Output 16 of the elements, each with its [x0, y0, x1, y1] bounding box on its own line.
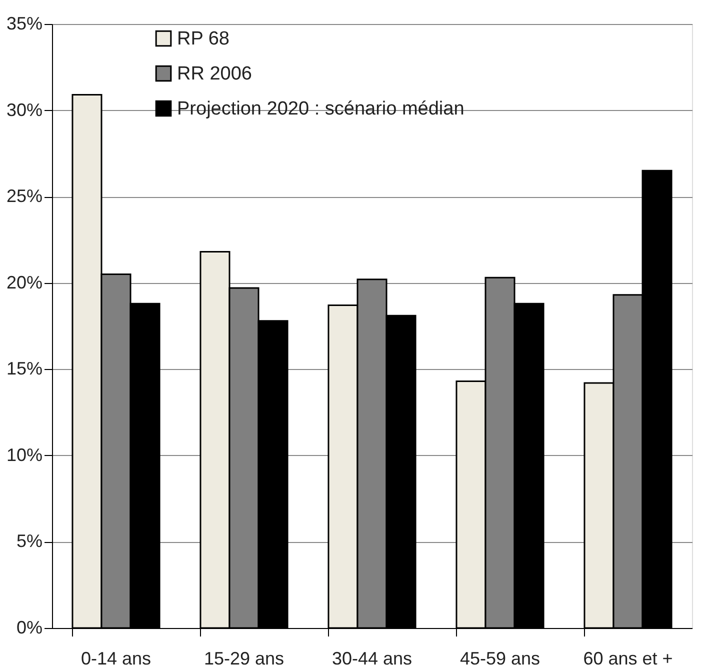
y-tick-label: 0% — [16, 618, 42, 638]
x-tick-label: 0-14 ans — [80, 648, 152, 668]
y-tick-label: 25% — [6, 186, 42, 206]
y-tick-label: 10% — [6, 444, 42, 465]
y-tick-label: 20% — [6, 272, 42, 292]
y-tick-label: 30% — [6, 100, 42, 120]
x-tick-label: 60 ans et + — [583, 648, 673, 668]
legend-label: Projection 2020 : scénario médian — [177, 98, 464, 120]
legend-label: RP 68 — [177, 28, 230, 50]
y-tick-label: 5% — [16, 531, 42, 552]
y-tick-label: 35% — [6, 14, 42, 34]
x-tick-label: 15-29 ans — [204, 648, 284, 668]
y-tick-label: 15% — [6, 358, 42, 379]
x-tick-label: 45-59 ans — [460, 648, 540, 668]
x-tick-label: 30-44 ans — [332, 648, 412, 668]
legend-label: RR 2006 — [177, 64, 252, 84]
